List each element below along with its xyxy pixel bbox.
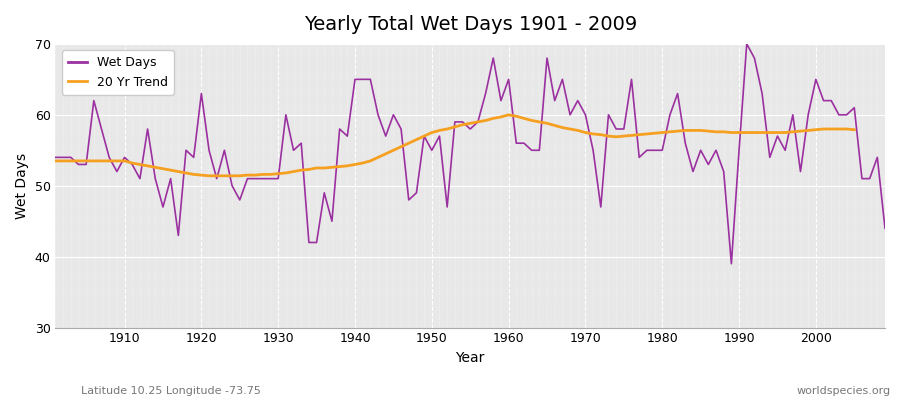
20 Yr Trend [50,158,61,163]
Wet Days [879,226,890,231]
20 Yr Trend [58,158,68,163]
Wet Days [327,219,338,224]
Wet Days [503,77,514,82]
Wet Days [742,42,752,46]
Legend: Wet Days, 20 Yr Trend: Wet Days, 20 Yr Trend [62,50,174,95]
Line: Wet Days: Wet Days [56,44,885,264]
Wet Days [112,169,122,174]
Text: Latitude 10.25 Longitude -73.75: Latitude 10.25 Longitude -73.75 [81,386,261,396]
Wet Days [596,205,607,210]
Wet Days [281,112,292,117]
20 Yr Trend [642,132,652,136]
20 Yr Trend [158,166,168,171]
Title: Yearly Total Wet Days 1901 - 2009: Yearly Total Wet Days 1901 - 2009 [303,15,637,34]
20 Yr Trend [365,158,376,163]
20 Yr Trend [203,174,214,178]
20 Yr Trend [403,141,414,146]
20 Yr Trend [649,131,660,136]
X-axis label: Year: Year [455,351,485,365]
Text: worldspecies.org: worldspecies.org [796,386,891,396]
Y-axis label: Wet Days: Wet Days [15,153,29,219]
Wet Days [496,98,507,103]
Wet Days [726,261,737,266]
Wet Days [50,155,61,160]
Line: 20 Yr Trend: 20 Yr Trend [56,115,854,176]
20 Yr Trend [849,127,859,132]
20 Yr Trend [503,112,514,117]
